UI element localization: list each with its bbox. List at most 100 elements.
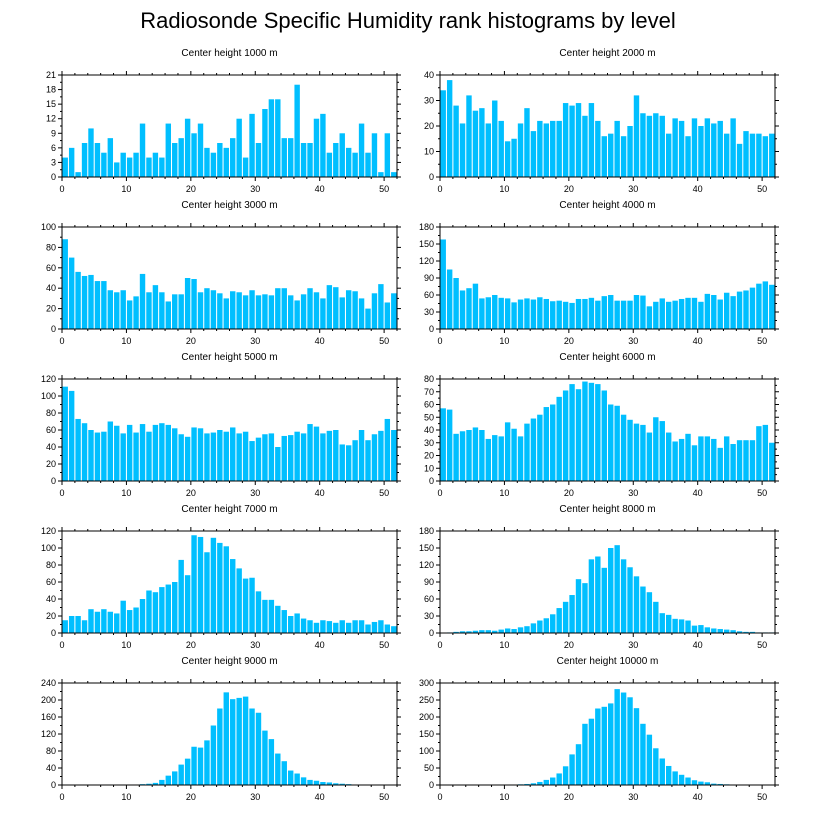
histogram-bar xyxy=(485,123,492,177)
histogram-bar xyxy=(582,583,588,633)
histogram-bar xyxy=(640,586,646,633)
histogram-bar xyxy=(691,780,698,785)
histogram-bar xyxy=(498,297,504,329)
histogram-bar xyxy=(320,113,326,177)
histogram-bar xyxy=(459,123,466,177)
histogram-bar xyxy=(378,430,384,481)
x-tick-label: 20 xyxy=(564,336,574,346)
histogram-bar xyxy=(352,291,358,329)
histogram-bar xyxy=(275,288,281,329)
histogram-bar xyxy=(569,302,575,329)
histogram-bar xyxy=(550,120,556,177)
histogram-bar xyxy=(601,706,607,785)
histogram-bar xyxy=(114,162,120,177)
histogram-bar xyxy=(730,296,736,329)
histogram-bar xyxy=(197,536,204,633)
histogram-bar xyxy=(646,306,653,329)
y-tick-label: 10 xyxy=(424,147,434,157)
histogram-bar xyxy=(62,620,68,633)
x-tick-label: 20 xyxy=(564,488,574,498)
histogram-bar xyxy=(498,436,504,482)
histogram-bar xyxy=(146,783,152,785)
histogram-bar xyxy=(204,552,210,633)
histogram-bar xyxy=(230,291,236,329)
histogram-bar xyxy=(717,629,723,633)
y-tick-label: 120 xyxy=(419,560,434,570)
y-tick-label: 0 xyxy=(429,172,434,182)
y-tick-label: 180 xyxy=(419,526,434,536)
histogram-bar xyxy=(524,298,530,329)
y-tick-label: 40 xyxy=(46,442,56,452)
histogram-bar xyxy=(453,433,459,481)
histogram-bar xyxy=(678,298,685,329)
histogram-bar xyxy=(197,428,204,481)
histogram-bar xyxy=(230,138,236,177)
histogram-bar xyxy=(178,294,184,329)
histogram-bar xyxy=(582,298,588,329)
histogram-bar xyxy=(453,278,459,329)
histogram-bar xyxy=(492,295,498,329)
histogram-bar xyxy=(345,445,352,481)
x-tick-label: 0 xyxy=(59,640,64,650)
histogram-panel-2: Center height 2000 m 0 10 20 30 40 0 10 20 30 40 50 xyxy=(424,48,779,194)
histogram-bar xyxy=(685,297,691,329)
histogram-bar xyxy=(326,782,333,785)
histogram-bar xyxy=(711,438,717,481)
histogram-bar xyxy=(333,287,339,329)
histogram-bar xyxy=(236,568,242,633)
histogram-bar xyxy=(133,152,139,177)
histogram-bar xyxy=(717,783,723,785)
y-tick-label: 30 xyxy=(424,307,434,317)
histogram-bar xyxy=(672,771,678,785)
histogram-panel-4: Center height 4000 m 0 30 60 90 120 150 180 0 10 2… xyxy=(419,200,779,346)
histogram-bar xyxy=(582,381,588,481)
histogram-bar xyxy=(184,436,191,481)
histogram-bar xyxy=(704,436,711,482)
histogram-bar xyxy=(472,427,479,481)
histogram-bar xyxy=(230,559,236,633)
histogram-bar xyxy=(524,626,530,633)
y-tick-label: 60 xyxy=(424,400,434,410)
histogram-bar xyxy=(268,433,275,481)
histogram-bar xyxy=(678,774,685,785)
histogram-bar xyxy=(75,172,81,177)
histogram-bar xyxy=(114,425,120,481)
x-tick-label: 0 xyxy=(437,488,442,498)
histogram-bar xyxy=(595,120,601,177)
x-tick-label: 50 xyxy=(757,488,767,498)
histogram-bar xyxy=(333,430,339,481)
histogram-bar xyxy=(255,712,262,785)
histogram-bar xyxy=(184,758,191,785)
y-tick-label: 60 xyxy=(46,425,56,435)
y-tick-label: 40 xyxy=(46,283,56,293)
histogram-bar xyxy=(614,545,620,633)
histogram-bar xyxy=(640,723,646,785)
histogram-bar xyxy=(378,172,384,177)
y-tick-label: 50 xyxy=(424,412,434,422)
histogram-bar xyxy=(543,407,549,481)
histogram-bar xyxy=(249,708,255,785)
panel-title: Center height 5000 m xyxy=(181,352,277,363)
x-tick-label: 30 xyxy=(628,184,638,194)
y-tick-label: 100 xyxy=(419,746,434,756)
histogram-bar xyxy=(339,783,345,785)
y-tick-label: 20 xyxy=(46,611,56,621)
histogram-bar xyxy=(756,426,762,481)
histogram-bar xyxy=(339,297,345,329)
histogram-bar xyxy=(672,618,678,633)
histogram-bar xyxy=(313,118,320,177)
x-tick-label: 0 xyxy=(59,336,64,346)
histogram-bar xyxy=(371,621,378,633)
histogram-bar xyxy=(300,143,307,177)
histogram-bar xyxy=(165,775,171,785)
histogram-bar xyxy=(569,595,575,633)
y-tick-label: 0 xyxy=(429,780,434,790)
histogram-bar xyxy=(756,283,762,329)
histogram-bar xyxy=(191,279,197,329)
histogram-bar xyxy=(575,744,582,785)
histogram-bar xyxy=(313,622,320,633)
histogram-bar xyxy=(165,301,171,329)
x-tick-label: 10 xyxy=(499,184,509,194)
y-tick-label: 30 xyxy=(424,611,434,621)
